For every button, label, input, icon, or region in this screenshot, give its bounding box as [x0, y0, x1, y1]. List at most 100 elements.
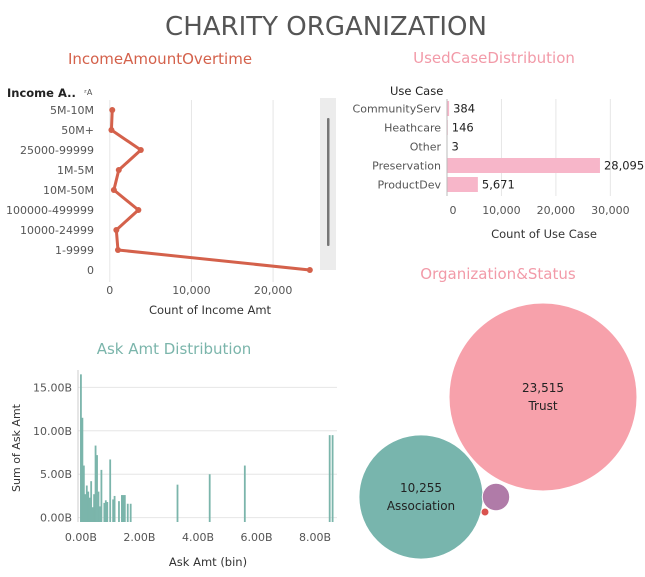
income-x-tick-label: 20,000 — [254, 284, 293, 297]
ask-bar[interactable] — [88, 497, 91, 522]
usecase-value-label: 384 — [453, 102, 475, 116]
org-bubble[interactable] — [448, 302, 638, 492]
income-point[interactable] — [135, 207, 142, 213]
income-chart-title: IncomeAmountOvertime — [68, 50, 252, 68]
usecase-chart: UsedCaseDistribution Use Case Count of U… — [353, 49, 645, 241]
ask-bar[interactable] — [104, 500, 107, 522]
ask-bar[interactable] — [100, 469, 103, 522]
usecase-bar[interactable] — [447, 177, 478, 192]
ask-bar[interactable] — [331, 435, 334, 522]
ask-bar[interactable] — [243, 465, 246, 522]
org-bubble-value: 10,255 — [400, 481, 442, 495]
ask-y-tick-label: 10.00B — [33, 425, 72, 438]
income-point[interactable] — [113, 227, 120, 233]
ask-bar[interactable] — [97, 491, 100, 522]
ask-bar[interactable] — [208, 474, 211, 522]
ask-bar[interactable] — [106, 502, 109, 522]
ask-bar[interactable] — [85, 485, 88, 522]
usecase-y-tick-label: Preservation — [372, 160, 441, 173]
income-chart: IncomeAmountOvertime Income A.. ᶻA Count… — [6, 50, 336, 317]
usecase-value-label: 146 — [452, 121, 474, 135]
usecase-chart-title: UsedCaseDistribution — [413, 49, 575, 67]
org-bubble-value: 23,515 — [522, 381, 564, 395]
ask-bar[interactable] — [84, 494, 87, 522]
ask-bar[interactable] — [120, 495, 123, 522]
sort-icon[interactable]: ᶻA — [84, 88, 93, 97]
org-bubble-label: Trust — [527, 399, 557, 413]
income-point[interactable] — [109, 107, 116, 113]
income-x-tick-label: 10,000 — [172, 284, 211, 297]
income-y-tick-label: 25000-99999 — [20, 144, 94, 157]
ask-bar[interactable] — [82, 465, 85, 522]
income-y-axis-title: Income A.. — [7, 86, 76, 100]
usecase-bar[interactable] — [447, 101, 450, 116]
org-bubble[interactable] — [480, 507, 490, 517]
income-y-tick-label: 100000-499999 — [6, 204, 94, 217]
ask-bar[interactable] — [122, 495, 125, 522]
ask-bar[interactable] — [80, 374, 82, 522]
income-point[interactable] — [137, 147, 144, 153]
ask-x-tick-label: 0.00B — [65, 531, 97, 544]
usecase-bar[interactable] — [447, 158, 600, 173]
ask-bar[interactable] — [109, 459, 112, 522]
usecase-x-tick-label: 20,000 — [537, 204, 576, 217]
ask-x-tick-label: 2.00B — [123, 531, 155, 544]
usecase-y-tick-label: Heathcare — [384, 122, 441, 135]
ask-bar[interactable] — [113, 495, 116, 522]
ask-bar[interactable] — [129, 503, 132, 522]
income-point[interactable] — [115, 167, 122, 173]
ask-bar[interactable] — [176, 484, 179, 522]
ask-y-tick-label: 5.00B — [40, 468, 72, 481]
org-chart: Organization&Status 23,515 Trust 10,255 Ass… — [358, 265, 638, 560]
ask-bar[interactable] — [118, 501, 120, 522]
income-y-tick-label: 50M+ — [61, 124, 94, 137]
org-bubble[interactable] — [358, 434, 484, 560]
dashboard-title: CHARITY ORGANIZATION — [165, 12, 487, 42]
ask-bar[interactable] — [96, 455, 98, 522]
ask-y-tick-label: 0.00B — [40, 512, 72, 525]
income-y-tick-label: 1M-5M — [57, 164, 94, 177]
income-y-tick-label: 10000-24999 — [20, 224, 94, 237]
income-point[interactable] — [110, 187, 117, 193]
ask-chart-title: Ask Amt Distribution — [97, 340, 252, 358]
ask-x-tick-label: 4.00B — [182, 531, 214, 544]
usecase-value-label: 5,671 — [482, 178, 515, 192]
ask-bar[interactable] — [93, 494, 95, 522]
usecase-y-tick-label: Other — [410, 141, 442, 154]
ask-bar[interactable] — [123, 495, 126, 522]
income-series-line — [109, 109, 310, 272]
ask-bar[interactable] — [94, 445, 97, 522]
income-y-tick-label: 5M-10M — [50, 104, 94, 117]
usecase-x-tick-label: 0 — [450, 204, 457, 217]
ask-x-tick-label: 6.00B — [240, 531, 272, 544]
usecase-y-tick-label: CommunityServ — [353, 103, 442, 116]
ask-bar[interactable] — [81, 417, 84, 522]
usecase-value-label: 3 — [452, 140, 459, 154]
ask-bar[interactable] — [103, 502, 106, 522]
scrollbar-thumb[interactable] — [327, 118, 330, 246]
ask-y-tick-label: 15.00B — [33, 381, 72, 394]
usecase-value-label: 28,095 — [604, 159, 644, 173]
income-point[interactable] — [306, 267, 313, 273]
ask-bar[interactable] — [91, 507, 94, 522]
income-scrollbar[interactable] — [320, 98, 336, 270]
ask-x-tick-label: 8.00B — [299, 531, 331, 544]
usecase-y-tick-label: ProductDev — [377, 179, 441, 192]
income-x-axis-title: Count of Income Amt — [149, 303, 272, 317]
ask-bar[interactable] — [328, 435, 331, 522]
org-chart-title: Organization&Status — [420, 265, 576, 283]
ask-bar[interactable] — [112, 499, 115, 522]
org-bubble[interactable] — [481, 482, 511, 512]
ask-bar[interactable] — [90, 481, 93, 522]
income-point[interactable] — [108, 127, 115, 133]
usecase-x-axis-title: Count of Use Case — [491, 227, 597, 241]
ask-bar[interactable] — [99, 506, 101, 522]
ask-bar[interactable] — [126, 503, 129, 522]
usecase-x-tick-label: 10,000 — [482, 204, 521, 217]
income-point[interactable] — [114, 247, 121, 253]
ask-bar[interactable] — [87, 491, 90, 522]
ask-chart: Ask Amt Distribution Sum of Ask Amt Ask … — [10, 340, 337, 569]
income-x-tick-label: 0 — [106, 284, 113, 297]
org-bubble-label: Association — [387, 499, 455, 513]
